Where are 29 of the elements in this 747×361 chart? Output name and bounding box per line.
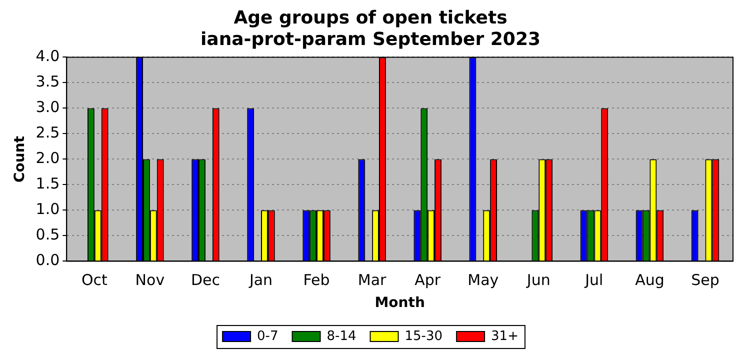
x-tick-label: Jun [526,271,550,290]
x-tick-label: Nov [135,271,165,290]
x-tick-label: Apr [414,271,442,290]
x-tick-label: Mar [358,271,388,290]
y-tick-label: 1.5 [36,174,60,193]
x-tick-label: Aug [635,271,664,290]
x-tick-label: Jul [584,271,604,290]
legend-label: 0-7 [257,328,278,344]
x-tick-label: Sep [691,271,720,290]
y-axis-title: Count [12,136,28,182]
x-tick-label: Feb [303,271,330,290]
x-tick-label: Jan [248,271,273,290]
x-tick-label: Oct [81,271,108,290]
y-tick-label: 2.5 [36,124,60,142]
y-tick-label: 0.0 [36,251,60,270]
legend-label: 8-14 [326,328,356,344]
x-tick-label: May [468,271,499,290]
x-axis-title: Month [374,295,425,312]
legend-label: 31+ [491,328,518,344]
legend-label: 15-30 [404,328,443,344]
y-tick-label: 1.0 [36,200,60,218]
y-tick-label: 3.5 [36,72,60,91]
x-tick-label: Dec [190,271,220,290]
chart-title: Age groups of open tickets [234,7,508,28]
chart-subtitle: iana-prot-param September 2023 [200,29,540,50]
y-tick-label: 3.0 [36,98,60,116]
y-tick-label: 4.0 [36,47,60,66]
y-tick-label: 0.5 [36,226,60,244]
y-tick-label: 2.0 [36,149,60,168]
